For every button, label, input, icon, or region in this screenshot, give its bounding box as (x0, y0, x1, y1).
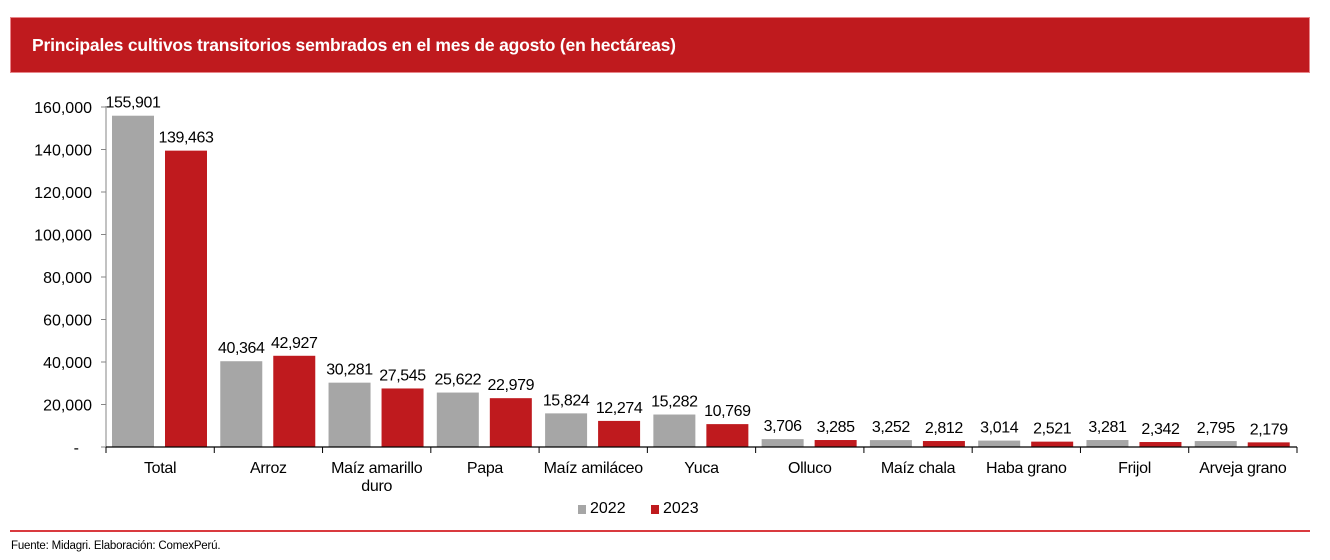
bars (112, 115, 1290, 448)
bar-2022-maiz-chala (869, 440, 912, 447)
bar-2023-arroz (273, 355, 316, 447)
data-label-2022-maiz-chala: 3,252 (872, 419, 911, 436)
category-label-maiz-amarillo: Maíz amarillo duro (331, 460, 423, 495)
category-label-maiz-chala: Maíz chala (881, 460, 956, 477)
y-tick-label: - (74, 440, 79, 457)
legend-label-2022: 2022 (590, 500, 626, 517)
category-label-papa: Papa (467, 460, 504, 477)
y-axis: - 20,000 40,000 60,000 80,000 100,000 120,000 1… (34, 100, 107, 457)
category-label-line: Yuca (684, 460, 719, 477)
bar-2022-haba-grano (978, 440, 1021, 447)
y-tick-label: 80,000 (43, 270, 92, 287)
category-label-line: duro (361, 478, 392, 495)
data-label-2023-maiz-amarillo: 27,545 (379, 367, 426, 384)
data-label-2023-frijol: 2,342 (1141, 421, 1180, 438)
bar-2023-yuca (706, 424, 749, 447)
category-label-total: Total (144, 460, 176, 477)
data-label-2023-total: 139,463 (158, 130, 214, 147)
y-tick-label: 160,000 (34, 100, 92, 117)
data-label-2022-arroz: 40,364 (218, 340, 265, 357)
bar-2022-papa (436, 392, 479, 447)
data-label-2023-yuca: 10,769 (704, 403, 751, 420)
category-label-olluco: Olluco (788, 460, 832, 477)
legend-swatch-2022 (578, 504, 586, 514)
chart-title: Principales cultivos transitorios sembra… (32, 35, 676, 55)
bar-2023-maiz-chala (922, 441, 965, 447)
category-label-line: Maíz amiláceo (544, 460, 644, 477)
category-label-line: Olluco (788, 460, 832, 477)
legend-label-2023: 2023 (663, 500, 699, 517)
bar-2023-maiz-amilaceo (598, 420, 641, 447)
legend-item-2023: 2023 (651, 500, 699, 518)
y-tick-label: 120,000 (34, 185, 92, 202)
bar-2022-arroz (220, 361, 263, 447)
category-label-arveja-grano: Arveja grano (1199, 460, 1287, 477)
category-label-line: Arveja grano (1199, 460, 1287, 477)
y-tick-label: 100,000 (34, 228, 92, 245)
category-label-frijol: Frijol (1118, 460, 1151, 477)
data-label-2023-arveja-grano: 2,179 (1250, 421, 1289, 438)
category-label-line: Total (144, 460, 176, 477)
category-label-line: Frijol (1118, 460, 1151, 477)
bar-2023-total (165, 150, 207, 448)
data-label-2022-olluco: 3,706 (764, 418, 803, 435)
data-label-2023-haba-grano: 2,521 (1033, 421, 1072, 438)
bar-2022-maiz-amarillo (328, 382, 371, 447)
data-label-2022-papa: 25,622 (435, 372, 482, 389)
data-label-2023-olluco: 3,285 (817, 419, 856, 436)
bar-2022-yuca (653, 414, 696, 447)
data-label-2022-frijol: 3,281 (1088, 419, 1127, 436)
bar-chart: - 20,000 40,000 60,000 80,000 100,000 120,000 1… (34, 95, 1298, 495)
bar-2023-arveja-grano (1247, 442, 1290, 447)
bar-labels: 155,901 40,364 30,281 25,622 15,824 15,282 3,7… (105, 95, 1288, 439)
category-label-yuca: Yuca (684, 460, 719, 477)
data-label-2023-maiz-chala: 2,812 (925, 420, 964, 437)
x-axis: Total Arroz Maíz amarillo duro Papa Maíz amil… (105, 446, 1298, 495)
category-label-line: Haba grano (986, 460, 1067, 477)
bar-2023-olluco (814, 440, 857, 447)
source-footnote: Fuente: Midagri. Elaboración: ComexPerú. (11, 540, 221, 552)
data-label-2023-papa: 22,979 (488, 377, 535, 394)
bar-2023-maiz-amarillo (381, 388, 424, 447)
y-tick-label: 20,000 (43, 398, 92, 415)
category-label-line: Maíz chala (881, 460, 956, 477)
y-tick-label: 140,000 (34, 143, 92, 160)
data-label-2023-maiz-amilaceo: 12,274 (596, 400, 643, 417)
category-label-maiz-amilaceo: Maíz amiláceo (544, 460, 644, 477)
category-label-arroz: Arroz (250, 460, 287, 477)
data-label-2023-arroz: 42,927 (271, 335, 318, 352)
data-label-2022-haba-grano: 3,014 (980, 420, 1019, 437)
bar-2023-papa (489, 398, 532, 447)
chart-header: Principales cultivos transitorios sembra… (10, 17, 1310, 73)
bar-2022-frijol (1086, 440, 1129, 447)
category-label-haba-grano: Haba grano (986, 460, 1067, 477)
bar-2022-total (112, 115, 154, 447)
data-label-2022-total: 155,901 (105, 95, 161, 112)
footer-divider (10, 530, 1310, 532)
bar-2022-olluco (761, 439, 804, 447)
category-label-line: Papa (467, 460, 504, 477)
category-label-line: Arroz (250, 460, 287, 477)
legend-swatch-2023 (651, 504, 659, 514)
bar-2023-haba-grano (1031, 441, 1074, 447)
data-label-2022-maiz-amarillo: 30,281 (326, 362, 373, 379)
y-tick-label: 60,000 (43, 313, 92, 330)
y-tick-label: 40,000 (43, 355, 92, 372)
chart-legend: 2022 2023 (0, 500, 1330, 522)
category-label-line: Maíz amarillo (331, 460, 423, 477)
data-label-2022-arveja-grano: 2,795 (1197, 420, 1236, 437)
data-label-2022-yuca: 15,282 (651, 394, 698, 411)
data-label-2022-maiz-amilaceo: 15,824 (543, 392, 590, 409)
bar-2022-arveja-grano (1194, 441, 1237, 447)
bar-2022-maiz-amilaceo (545, 413, 588, 447)
bar-2023-frijol (1139, 442, 1182, 447)
legend-item-2022: 2022 (578, 500, 626, 518)
